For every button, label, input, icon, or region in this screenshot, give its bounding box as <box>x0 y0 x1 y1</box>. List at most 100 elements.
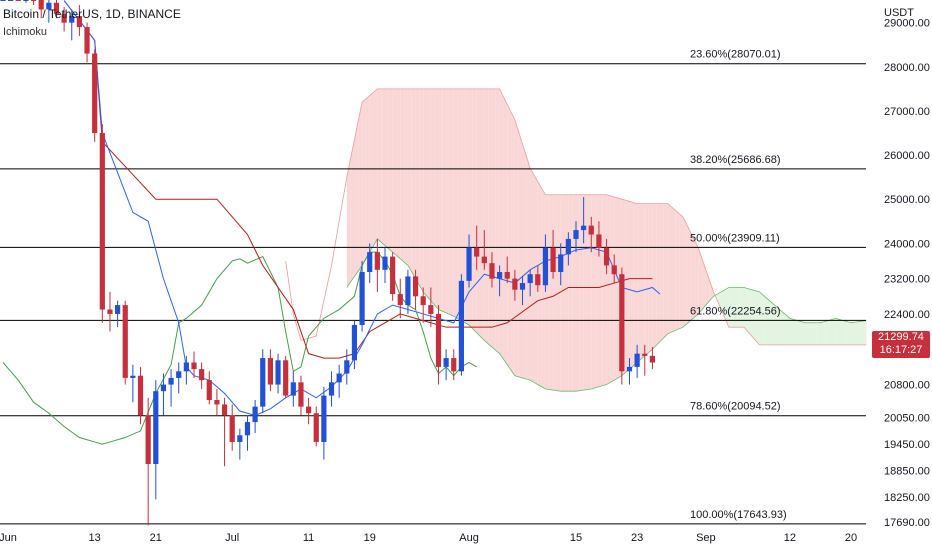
fib-level-label: 61.80%(22254.56) <box>690 305 781 317</box>
cloud-segment <box>774 305 779 345</box>
cloud-segment <box>549 194 554 391</box>
candle-body <box>69 16 75 23</box>
price-tick-label: 18850.00 <box>884 466 930 478</box>
cloud-segment <box>629 201 634 370</box>
cloud-segment <box>648 203 653 353</box>
cloud-segment <box>854 321 859 345</box>
cloud-segment <box>812 322 817 345</box>
cloud-segment <box>469 88 473 329</box>
cloud-segment <box>472 88 477 333</box>
cloud-segment <box>392 88 397 256</box>
cloud-segment <box>778 308 783 345</box>
cloud-segment <box>682 216 687 328</box>
cloud-segment <box>423 88 428 297</box>
price-tick-label: 20050.00 <box>884 413 930 425</box>
cloud-segment <box>381 88 385 246</box>
candle-body <box>596 234 602 248</box>
date-tick-label: 19 <box>364 532 376 544</box>
fib-level-label: 78.60%(20094.52) <box>690 401 781 413</box>
candle-body <box>359 272 365 325</box>
price-tick-label: 23200.00 <box>884 274 930 286</box>
price-tick-label: 20800.00 <box>884 380 930 392</box>
cloud-segment <box>637 203 641 363</box>
candle-body <box>374 252 380 270</box>
cloud-segment <box>610 195 615 383</box>
candle-body <box>474 247 480 257</box>
bar-countdown: 16:17:27 <box>879 344 923 356</box>
cloud-segment <box>656 203 661 346</box>
price-tick-label: 17690.00 <box>884 517 930 529</box>
indicator-label[interactable]: Ichimoku <box>3 26 48 38</box>
axis-currency-label: USDT <box>884 7 914 19</box>
cloud-segment <box>346 158 351 288</box>
cloud-segment <box>663 203 668 338</box>
cloud-segment <box>789 318 794 345</box>
candle-body <box>214 400 220 405</box>
candle-body <box>306 406 312 414</box>
cloud-segment <box>388 88 393 253</box>
cloud-segment <box>633 202 638 366</box>
candle-body <box>412 276 419 297</box>
cloud-segment <box>847 321 852 345</box>
last-price-badge: 21299.74 16:17:27 <box>872 331 930 358</box>
cloud-segment <box>660 203 664 342</box>
cloud-segment <box>835 318 840 345</box>
cloud-segment <box>793 319 798 345</box>
cloud-segment <box>400 88 405 263</box>
candle-body <box>458 280 464 372</box>
candle-body <box>145 415 151 465</box>
price-tick-label: 24000.00 <box>884 238 930 250</box>
candle-body <box>107 309 113 314</box>
cloud-segment <box>553 194 557 391</box>
candle-body <box>588 225 594 235</box>
cloud-segment <box>767 298 771 345</box>
cloud-segment <box>652 203 657 350</box>
cloud-segment <box>564 194 569 392</box>
candle-body <box>176 371 182 378</box>
price-tick-label: 28000.00 <box>884 62 930 74</box>
candle-body <box>8 0 14 1</box>
price-tick-label: 22400.00 <box>884 309 930 321</box>
cloud-segment <box>354 120 359 277</box>
fib-level-label: 38.20%(25686.68) <box>690 154 781 166</box>
cloud-segment <box>679 213 683 329</box>
candle-body <box>229 415 235 442</box>
candle-body <box>611 265 617 275</box>
candle-body <box>252 406 258 423</box>
candle-body <box>160 384 167 392</box>
cloud-segment <box>598 194 603 387</box>
candle-body <box>290 382 296 396</box>
cloud-segment <box>595 194 599 388</box>
candle-body <box>267 358 273 385</box>
cloud-segment <box>362 98 366 266</box>
candle-body <box>53 2 60 14</box>
candle-body <box>191 362 197 370</box>
price-axis[interactable]: USDT 29000.00 28000.00 27000.00 26000.00 250… <box>884 7 930 529</box>
cloud-segment <box>461 88 466 323</box>
candle-body <box>221 404 228 416</box>
cloud-segment <box>606 194 611 385</box>
cloud-segment <box>358 102 363 271</box>
candle-body <box>542 247 549 286</box>
price-tick-label: 18250.00 <box>884 492 930 504</box>
cloud-segment <box>801 321 806 345</box>
fibonacci-retracement[interactable]: 23.60%(28070.01) 38.20%(25686.68) 50.00%(2… <box>0 49 866 525</box>
fib-level-label: 23.60%(28070.01) <box>690 49 781 61</box>
cloud-segment <box>476 88 481 337</box>
price-tick-label: 19450.00 <box>884 439 930 451</box>
cloud-segment <box>843 320 848 345</box>
cloud-segment <box>369 92 374 253</box>
candle-body <box>504 272 510 279</box>
candle-body <box>298 382 304 407</box>
cloud-segment <box>702 258 706 310</box>
cloud-segment <box>499 88 504 360</box>
candle-body <box>489 263 495 279</box>
kijun-sen-line <box>63 0 653 359</box>
time-axis[interactable]: Jun 13 21 Jul 11 19 Aug 15 23 Sep 12 20 <box>0 532 857 544</box>
cloud-segment <box>365 95 370 259</box>
date-tick-label: Aug <box>459 532 479 544</box>
cloud-segment <box>396 88 401 259</box>
cloud-segment <box>560 194 565 392</box>
candle-body <box>603 247 610 266</box>
